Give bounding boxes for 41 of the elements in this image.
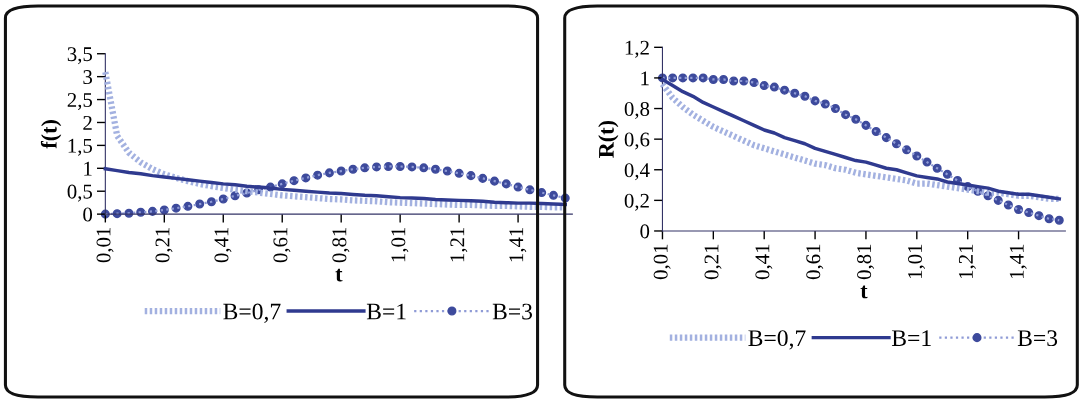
x-tick-label: 0,01 xyxy=(96,227,114,263)
x-tick-label: 1,01 xyxy=(391,227,409,262)
x-tick-label: 1,21 xyxy=(450,227,468,262)
y-tick-label: 0,8 xyxy=(624,101,650,119)
x-tick-label: 0,61 xyxy=(806,244,824,280)
y-tick-label: 0,4 xyxy=(624,163,650,181)
y-tick-label: 2,5 xyxy=(67,93,93,110)
x-axis-title: t xyxy=(860,285,868,299)
y-tick-label: 0,5 xyxy=(67,184,93,202)
x-tick-label: 0,21 xyxy=(155,227,173,263)
y-tick-label: 1 xyxy=(641,71,649,86)
legend-label: B=3 xyxy=(492,303,533,320)
legend-label: B=3 xyxy=(1017,330,1058,347)
y-tick-label: 0,2 xyxy=(624,193,649,211)
y-tick-label: 2 xyxy=(83,115,92,130)
x-tick-label: 1,01 xyxy=(907,244,926,279)
x-tick-label: 0,01 xyxy=(653,244,671,280)
y-tick-label: 0 xyxy=(640,224,650,239)
x-tick-label: 0,81 xyxy=(332,227,350,263)
legend-label: B=1 xyxy=(891,330,931,346)
x-axis-title: t xyxy=(335,268,343,282)
x-tick-label: 1,41 xyxy=(1009,244,1027,279)
y-tick-label: 3 xyxy=(83,70,93,85)
y-tick-label: 3,5 xyxy=(67,47,93,65)
y-axis-title: R(t) xyxy=(598,121,619,158)
x-tick-label: 0,41 xyxy=(214,227,232,263)
x-tick-label: 0,21 xyxy=(704,244,722,280)
y-tick-label: 0,6 xyxy=(624,132,650,150)
y-tick-label: 0 xyxy=(83,207,93,222)
y-tick-label: 1,2 xyxy=(625,40,649,58)
x-tick-label: 1,21 xyxy=(958,244,976,279)
x-tick-label: 1,41 xyxy=(509,227,527,262)
x-tick-label: 0,41 xyxy=(755,244,773,280)
legend-label: B=0,7 xyxy=(223,303,281,323)
x-tick-label: 0,81 xyxy=(857,244,875,280)
legend-label: B=1 xyxy=(366,303,406,320)
y-axis-title: f(t) xyxy=(40,120,62,149)
y-tick-label: 1,5 xyxy=(68,138,93,156)
x-tick-label: 0,61 xyxy=(273,227,291,263)
y-tick-label: 1 xyxy=(84,161,92,176)
legend-label: B=0,7 xyxy=(748,330,806,350)
